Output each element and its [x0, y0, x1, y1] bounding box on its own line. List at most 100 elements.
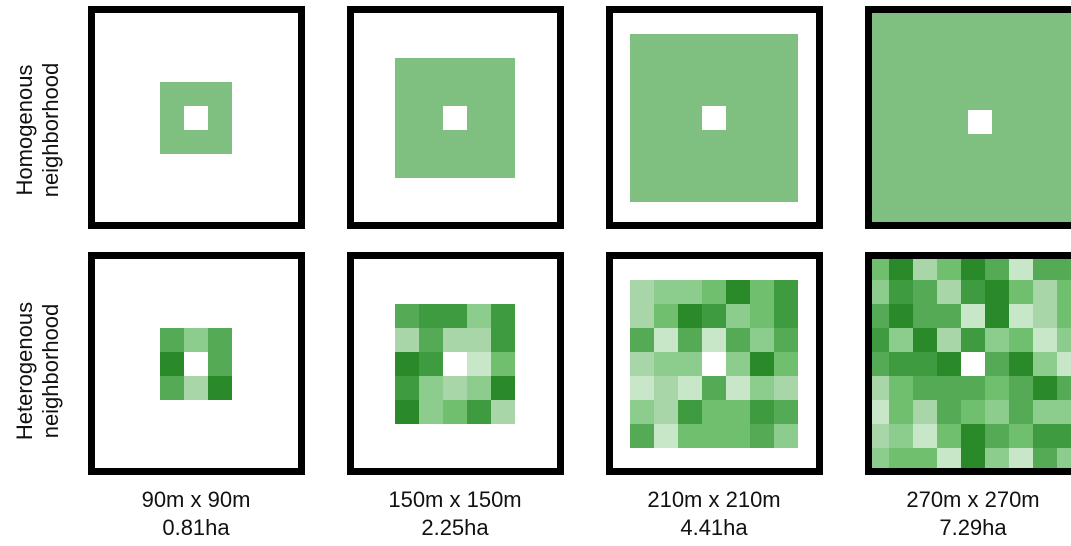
mosaic-cell: [630, 352, 654, 376]
mosaic-cell: [750, 376, 774, 400]
mosaic-cell: [961, 400, 985, 424]
mosaic-cell: [961, 259, 985, 280]
mosaic-cell: [1009, 280, 1033, 304]
mosaic-cell: [467, 304, 491, 328]
mosaic-cell: [937, 304, 961, 328]
mosaic-cell: [937, 328, 961, 352]
mosaic-cell: [443, 328, 467, 352]
mosaic-cell: [467, 352, 491, 376]
mosaic-cell: [630, 424, 654, 448]
center-pixel: [961, 352, 985, 376]
mosaic-cell: [1033, 424, 1057, 448]
mosaic-cell: [160, 376, 184, 400]
column-area: 2.25ha: [421, 515, 489, 540]
mosaic-cell: [1009, 304, 1033, 328]
mosaic-cell: [467, 328, 491, 352]
mosaic-cell: [913, 259, 937, 280]
mosaic-cell: [419, 304, 443, 328]
mosaic-cell: [654, 400, 678, 424]
column-label-150m: 150m x 150m 2.25ha: [335, 486, 575, 542]
mosaic-cell: [774, 400, 798, 424]
column-label-210m: 210m x 210m 4.41ha: [594, 486, 834, 542]
mosaic-cell: [750, 280, 774, 304]
mosaic-cell: [1033, 352, 1057, 376]
mosaic-cell: [985, 352, 1009, 376]
mosaic-cell: [913, 280, 937, 304]
mosaic-cell: [889, 304, 913, 328]
mosaic-cell: [872, 424, 889, 448]
mosaic-cell: [419, 376, 443, 400]
mosaic-cell: [702, 304, 726, 328]
mosaic-cell: [726, 424, 750, 448]
mosaic-cell: [937, 352, 961, 376]
mosaic-cell: [961, 376, 985, 400]
mosaic-cell: [1057, 424, 1071, 448]
mosaic-cell: [913, 304, 937, 328]
mosaic-cell: [985, 328, 1009, 352]
mosaic-cell: [1057, 376, 1071, 400]
mosaic-cell: [654, 352, 678, 376]
mosaic-cell: [1057, 304, 1071, 328]
column-area: 4.41ha: [680, 515, 748, 540]
mosaic-cell: [889, 424, 913, 448]
mosaic-cell: [750, 400, 774, 424]
mosaic-cell: [654, 328, 678, 352]
mosaic-cell: [872, 328, 889, 352]
mosaic-cell: [184, 328, 208, 352]
mosaic-cell: [678, 280, 702, 304]
mosaic-cell: [1057, 280, 1071, 304]
mosaic-cell: [678, 304, 702, 328]
panel-homogenous-270m: [865, 6, 1071, 229]
mosaic-cell: [985, 376, 1009, 400]
mosaic-cell: [630, 280, 654, 304]
mosaic-cell: [395, 400, 419, 424]
mosaic-cell: [630, 376, 654, 400]
mosaic-cell: [937, 424, 961, 448]
mosaic-cell: [872, 352, 889, 376]
column-label-270m: 270m x 270m 7.29ha: [853, 486, 1071, 542]
mosaic-cell: [726, 280, 750, 304]
mosaic-cell: [419, 328, 443, 352]
mosaic-cell: [208, 376, 232, 400]
row-label-heterogenous-line1: Heterogenous: [12, 301, 37, 441]
mosaic-cell: [985, 400, 1009, 424]
mosaic-cell: [1009, 448, 1033, 468]
panel-heterogenous-210m: [606, 252, 823, 475]
mosaic-cell: [985, 448, 1009, 468]
mosaic-cell: [1009, 352, 1033, 376]
mosaic-cell: [208, 328, 232, 352]
mosaic-cell: [1057, 352, 1071, 376]
mosaic-cell: [630, 400, 654, 424]
mosaic-cell: [726, 352, 750, 376]
mosaic-cell: [937, 400, 961, 424]
center-pixel: [443, 106, 467, 130]
mosaic-cell: [774, 304, 798, 328]
mosaic-cell: [491, 352, 515, 376]
mosaic-cell: [774, 328, 798, 352]
mosaic-cell: [937, 376, 961, 400]
mosaic-cell: [889, 448, 913, 468]
row-label-homogenous-line1: Homogenous: [12, 64, 37, 196]
mosaic-cell: [889, 280, 913, 304]
mosaic-cell: [419, 400, 443, 424]
mosaic-cell: [1033, 448, 1057, 468]
column-size: 210m x 210m: [647, 487, 781, 512]
mosaic-cell: [985, 259, 1009, 280]
mosaic-cell: [750, 304, 774, 328]
mosaic-cell: [678, 352, 702, 376]
mosaic-cell: [774, 376, 798, 400]
mosaic-cell: [208, 352, 232, 376]
center-pixel: [702, 106, 726, 130]
mosaic-cell: [1033, 328, 1057, 352]
mosaic-cell: [467, 400, 491, 424]
mosaic-cell: [630, 304, 654, 328]
mosaic-cell: [678, 400, 702, 424]
mosaic-cell: [889, 352, 913, 376]
row-label-homogenous-line2: neighborhood: [38, 62, 63, 198]
column-area: 0.81ha: [162, 515, 230, 540]
mosaic-cell: [491, 304, 515, 328]
mosaic-cell: [395, 376, 419, 400]
mosaic-cell: [913, 448, 937, 468]
mosaic-cell: [1057, 448, 1071, 468]
mosaic-cell: [937, 448, 961, 468]
